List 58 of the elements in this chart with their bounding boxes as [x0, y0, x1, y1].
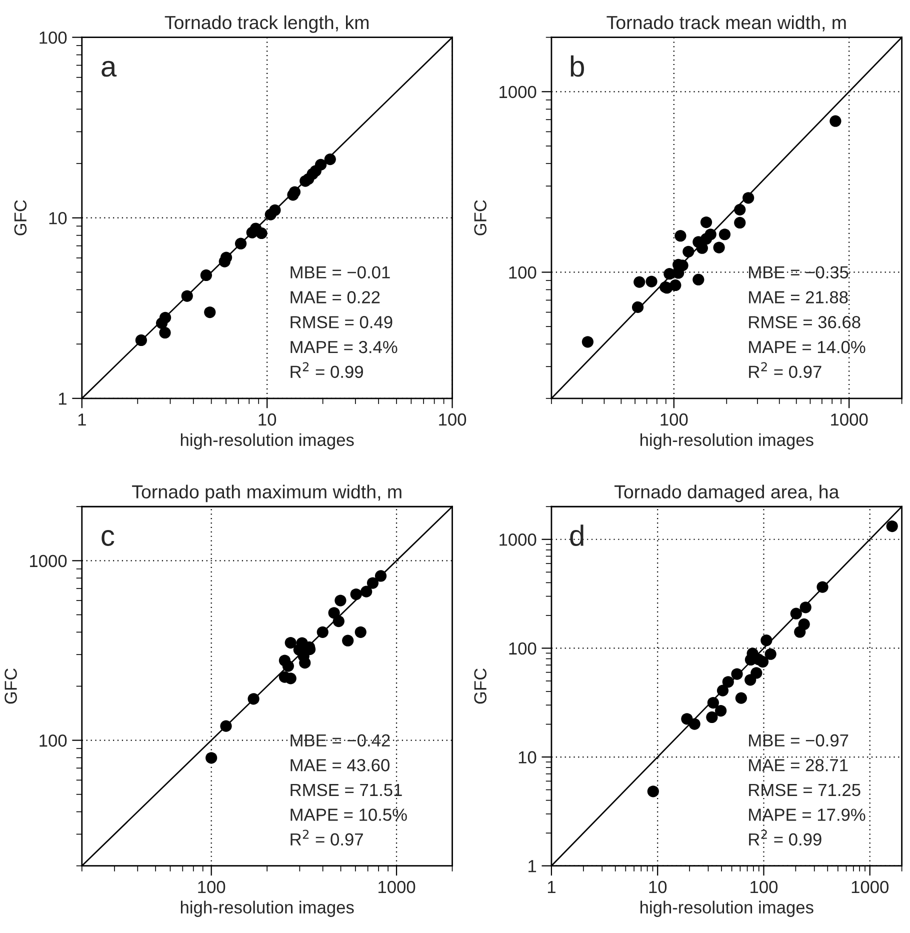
- x-axis-title: high-resolution images: [640, 433, 814, 450]
- y-tick-label: 1000: [500, 86, 536, 98]
- x-tick-label: 1: [548, 881, 556, 893]
- annotation: R$^{2}$ = 0.97: [749, 362, 822, 378]
- x-tick-label: 10: [258, 413, 276, 426]
- x-tick-label: 1000: [852, 880, 888, 894]
- x-axis-title: high-resolution images: [640, 900, 814, 917]
- y-axis-title: GFC: [14, 200, 27, 236]
- y-tick-label: 100: [40, 734, 67, 747]
- annotation: b: [570, 55, 584, 77]
- annotation: c: [102, 530, 114, 546]
- annotation: MBE = −0.35: [749, 266, 848, 278]
- y-tick-label: 1: [528, 860, 536, 872]
- annotation: MBE = −0.01: [290, 266, 390, 278]
- y-axis-title: GFC: [474, 668, 486, 704]
- x-tick-label: 1000: [378, 880, 416, 894]
- annotation: RMSE = 71.51: [290, 784, 402, 796]
- annotation: RMSE = 0.49: [290, 316, 392, 328]
- x-tick-label: 100: [660, 413, 688, 426]
- annotation: MAPE = 3.4%: [290, 340, 398, 354]
- x-tick-label: 1: [78, 414, 86, 426]
- annotation: R$^{2}$ = 0.97: [290, 830, 363, 846]
- annotation: MBE = −0.97: [749, 734, 848, 747]
- annotation: d: [570, 524, 584, 546]
- annotation: MAE = 43.60: [290, 759, 390, 772]
- x-tick-label: 1000: [831, 413, 868, 426]
- x-tick-label: 100: [439, 413, 466, 426]
- annotation: MAPE = 14.0%: [749, 340, 866, 354]
- y-tick-label: 1: [58, 392, 66, 405]
- annotation: MBE = −0.42: [290, 734, 390, 747]
- y-tick-label: 100: [509, 642, 536, 655]
- chart-title: Tornado path maximum width, m: [132, 484, 402, 502]
- x-tick-label: 100: [198, 880, 226, 894]
- y-axis-title: GFC: [4, 668, 17, 704]
- annotation: MAE = 28.71: [749, 759, 848, 772]
- annotation: MAPE = 17.9%: [749, 808, 866, 821]
- annotation: MAPE = 10.5%: [290, 808, 407, 821]
- x-axis-title: high-resolution images: [180, 433, 354, 450]
- chart-title: Tornado damaged area, ha: [614, 484, 840, 502]
- y-tick-label: 10: [49, 212, 67, 224]
- annotation: RMSE = 36.68: [749, 316, 860, 328]
- y-axis-title: GFC: [474, 200, 486, 236]
- annotation: R$^{2}$ = 0.99: [290, 362, 363, 378]
- y-tick-label: 10: [518, 751, 536, 764]
- x-tick-label: 10: [649, 880, 667, 894]
- x-axis-title: high-resolution images: [180, 900, 354, 917]
- y-tick-label: 100: [509, 266, 536, 279]
- annotation: MAE = 21.88: [749, 291, 848, 304]
- y-tick-label: 1000: [500, 534, 536, 546]
- x-tick-label: 100: [750, 880, 778, 894]
- y-tick-label: 100: [40, 31, 67, 44]
- annotation: RMSE = 71.25: [749, 784, 860, 796]
- annotation: MAE = 0.22: [290, 291, 380, 304]
- annotation: a: [102, 60, 117, 77]
- chart-title: Tornado track length, km: [164, 15, 369, 33]
- chart-title: Tornado track mean width, m: [606, 15, 846, 32]
- y-tick-label: 1000: [30, 554, 67, 568]
- annotation: R$^{2}$ = 0.99: [749, 830, 822, 846]
